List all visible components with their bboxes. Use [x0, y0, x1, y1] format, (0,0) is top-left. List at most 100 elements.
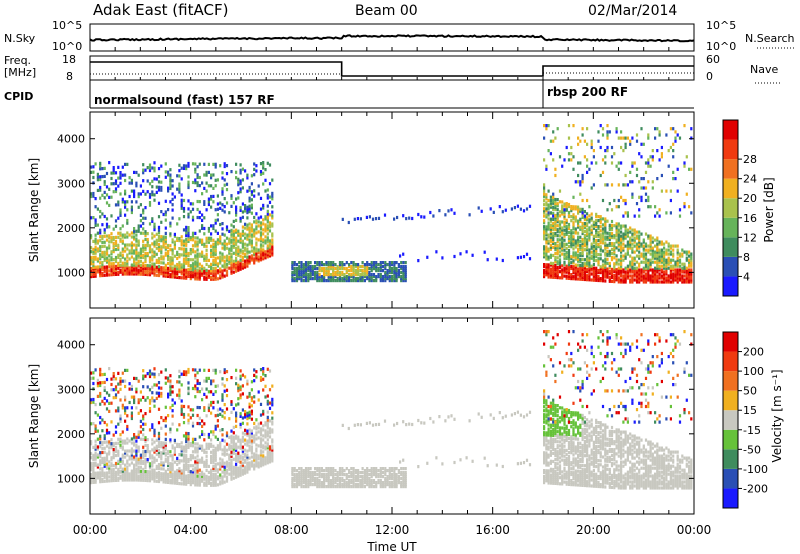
power-cell — [685, 155, 688, 159]
velocity-cell — [139, 461, 142, 465]
power-cell — [142, 171, 145, 175]
power-cell — [366, 263, 369, 267]
power-cell — [196, 165, 199, 169]
power-cell — [266, 226, 269, 230]
power-cell — [108, 187, 111, 191]
velocity-cell — [110, 473, 113, 477]
velocity-cell — [205, 387, 208, 391]
velocity-cell — [151, 473, 154, 477]
power-cell — [622, 149, 625, 153]
velocity-cell — [146, 460, 149, 464]
power-cell — [629, 262, 632, 266]
power-cell — [417, 212, 420, 217]
power-cell — [610, 208, 614, 212]
power-cell — [678, 258, 682, 262]
power-cell — [597, 270, 600, 275]
power-cell — [676, 280, 679, 284]
velocity-cell — [203, 432, 206, 437]
velocity-cell — [212, 432, 215, 437]
power-cell — [171, 250, 174, 254]
power-cell — [656, 264, 659, 268]
power-cell — [638, 270, 641, 274]
velocity-cell — [117, 437, 120, 441]
power-cell — [583, 238, 586, 242]
power-cell — [656, 127, 659, 131]
power-cell — [187, 175, 190, 179]
power-cell — [543, 263, 546, 267]
velocity-cell — [90, 464, 93, 468]
power-cell — [622, 198, 625, 203]
velocity-cell — [148, 479, 152, 483]
power-cell — [230, 223, 233, 227]
power-cell — [554, 246, 557, 250]
power-cell — [96, 247, 99, 251]
power-cell — [121, 272, 124, 276]
power-cell — [597, 268, 600, 273]
power-cell — [108, 234, 111, 238]
power-cell — [90, 260, 93, 264]
power-cell — [590, 254, 593, 258]
power-cell — [638, 152, 641, 156]
power-cell — [142, 179, 145, 183]
power-cell — [108, 269, 111, 273]
power-cell — [644, 272, 648, 276]
power-cell — [182, 251, 186, 255]
velocity-cell — [119, 398, 122, 402]
power-cell — [620, 274, 623, 278]
power-cell — [164, 231, 167, 235]
power-cell — [606, 237, 609, 241]
power-cell — [669, 260, 672, 264]
power-cell — [604, 149, 607, 153]
velocity-cell — [157, 386, 161, 390]
power-cell — [545, 253, 548, 257]
velocity-cell — [169, 450, 172, 454]
power-cell — [203, 271, 206, 275]
power-cell — [604, 251, 607, 255]
velocity-cell — [212, 477, 215, 481]
power-cell — [577, 273, 580, 277]
power-cell — [325, 263, 328, 267]
power-cell — [266, 161, 269, 165]
power-cell — [343, 275, 346, 279]
power-cell — [327, 267, 330, 271]
velocity-cell — [148, 428, 152, 432]
power-cell — [638, 214, 641, 218]
power-cell — [119, 173, 122, 177]
power-cell — [647, 161, 650, 165]
power-cell — [590, 224, 593, 228]
velocity-cell — [198, 416, 201, 420]
power-cell — [191, 271, 195, 275]
power-cell — [246, 258, 249, 262]
power-cell — [583, 264, 586, 268]
power-cell — [341, 265, 344, 269]
power-cell — [235, 269, 238, 273]
velocity-cell — [133, 457, 136, 461]
power-cell — [561, 238, 564, 242]
power-cell — [329, 261, 332, 265]
power-cell — [230, 269, 233, 273]
power-cell — [579, 275, 582, 279]
velocity-marks — [90, 330, 693, 490]
power-cell — [651, 278, 654, 282]
power-cell — [135, 233, 138, 237]
power-cell — [133, 170, 136, 174]
power-cell — [370, 267, 373, 271]
power-cell — [590, 228, 593, 232]
power-cell — [363, 263, 366, 267]
power-cell — [137, 243, 140, 247]
velocity-cell — [185, 373, 188, 377]
power-cell — [316, 279, 319, 283]
power-cell — [620, 236, 623, 240]
power-cell — [363, 265, 366, 269]
power-cell — [99, 215, 102, 219]
power-cell — [164, 247, 167, 251]
power-cell — [207, 258, 210, 262]
power-cell — [96, 231, 99, 235]
velocity-cell — [173, 470, 176, 474]
power-cell — [688, 258, 691, 262]
power-cell — [151, 258, 154, 262]
velocity-cell — [121, 467, 124, 471]
power-cell — [169, 168, 172, 172]
power-cell — [164, 239, 167, 243]
power-cell — [117, 253, 120, 257]
